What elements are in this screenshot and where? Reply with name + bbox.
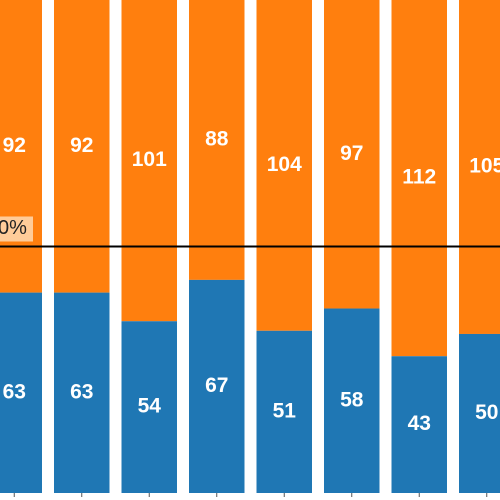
bar-segment-top	[121, 0, 177, 322]
bar-segment-bottom	[324, 308, 380, 493]
bar-value-label-bottom: 63	[70, 380, 93, 403]
bar-segment-bottom	[54, 292, 110, 493]
bar-segment-bottom	[189, 279, 245, 493]
bar-value-label-top: 97	[340, 142, 363, 165]
bar-segment-bottom	[459, 333, 500, 493]
bar-value-label-top: 88	[205, 127, 229, 150]
bar-value-label-bottom: 43	[408, 412, 431, 435]
bar-segment-bottom	[0, 292, 42, 493]
bar-value-label-top: 92	[3, 134, 26, 157]
bar-value-label-top: 101	[132, 148, 167, 171]
x-axis-ticks	[13, 493, 488, 497]
bar-segment-top	[0, 0, 42, 293]
bar-value-label-bottom: 63	[3, 380, 26, 403]
bar-segment-top	[459, 0, 500, 334]
reference-line-label: 0%	[0, 217, 27, 239]
bar-value-label-top: 105	[469, 155, 500, 178]
reference-label-background	[0, 216, 33, 242]
bar-value-label-bottom: 67	[205, 374, 228, 397]
bar-value-label-top: 92	[70, 134, 93, 157]
bar-segment-top	[189, 0, 245, 280]
reference-line-group: 0%	[0, 216, 500, 248]
bar-segment-bottom	[391, 356, 447, 493]
bar-value-label-bottom: 50	[475, 401, 498, 424]
bar-value-label-bottom: 51	[273, 399, 297, 422]
bar-segment-top	[324, 0, 380, 309]
bar-value-label-top: 112	[402, 166, 436, 189]
bar-value-label-bottom: 54	[138, 395, 162, 418]
bar-value-label-top: 104	[267, 153, 302, 176]
bar-segment-top	[256, 0, 312, 331]
bar-segment-bottom	[256, 330, 312, 493]
bar-value-labels: 63 92 63 92 54 101 67 88 51 104 58 97 43 112 50 105	[3, 127, 500, 435]
bar-segment-top	[54, 0, 110, 293]
bar-segment-bottom	[121, 321, 177, 493]
bar-segment-top	[391, 0, 447, 357]
bar-value-label-bottom: 58	[340, 388, 364, 411]
